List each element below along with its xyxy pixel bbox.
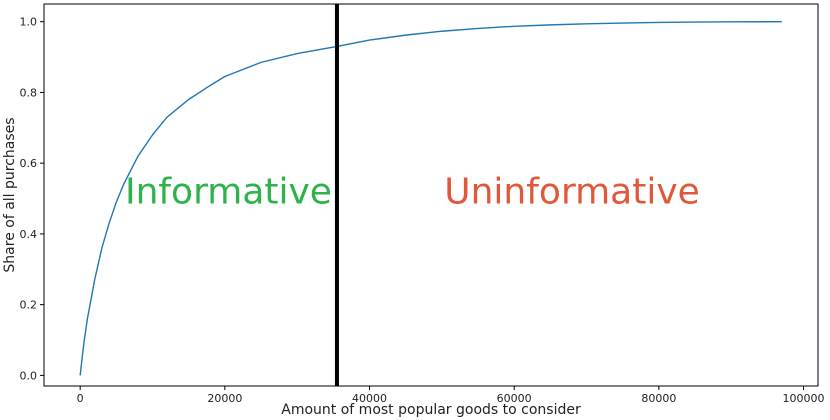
x-ticks: 0 20000 40000 60000 80000 100000: [77, 386, 825, 405]
x-tick-label: 80000: [641, 392, 676, 405]
series-line: [79, 20, 782, 376]
region-annotation: Informative: [125, 171, 332, 212]
x-tick-label: 60000: [497, 392, 532, 405]
y-tick-label: 0.4: [20, 228, 38, 241]
y-tick-label: 0.0: [20, 369, 38, 382]
plot-frame: [43, 3, 819, 387]
y-tick-label: 1.0: [20, 16, 38, 29]
x-tick-label: 40000: [352, 392, 387, 405]
x-tick-label: 100000: [783, 392, 825, 405]
x-tick-label: 0: [77, 392, 84, 405]
y-tick-label: 0.8: [20, 86, 38, 99]
y-tick-label: 0.6: [20, 157, 38, 170]
y-axis-title: Share of all purchases: [2, 117, 18, 272]
x-axis-title: Amount of most popular goods to consider: [281, 402, 581, 418]
y-tick-label: 0.2: [20, 299, 38, 312]
y-ticks: 0.0 0.2 0.4 0.6 0.8 1.0: [20, 16, 44, 382]
annotations: Informative Uninformative: [125, 171, 700, 212]
x-tick-label: 20000: [207, 392, 242, 405]
region-annotation: Uninformative: [444, 171, 700, 212]
